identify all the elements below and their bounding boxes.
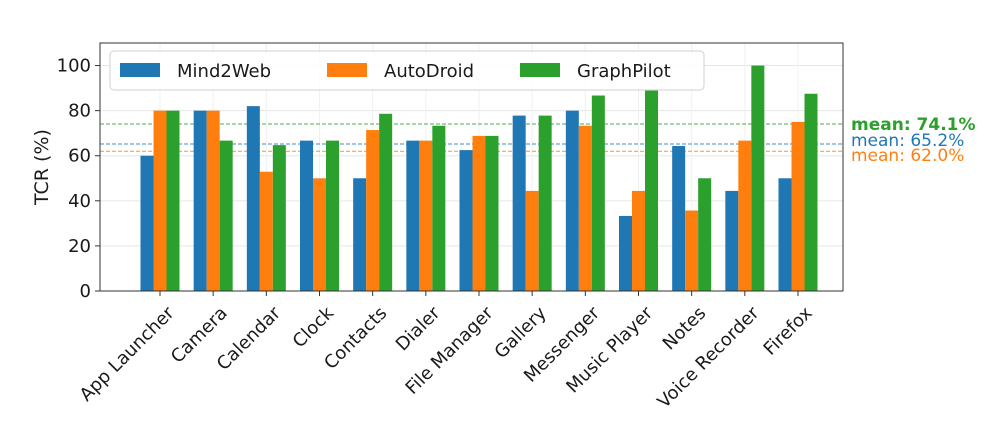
bar-graphpilot-dialer xyxy=(432,125,446,291)
bar-graphpilot-clock xyxy=(326,140,339,291)
bar-autodroid-app-launcher xyxy=(153,110,167,292)
legend-label-graphpilot: GraphPilot xyxy=(577,61,671,82)
bars-layer xyxy=(140,65,818,292)
legend-label-mind2web: Mind2Web xyxy=(177,61,271,82)
x-tick-label-notes: Notes xyxy=(659,303,711,355)
bar-mind2web-voice-recorder xyxy=(725,190,739,291)
bar-autodroid-firefox xyxy=(791,121,805,291)
bar-mind2web-firefox xyxy=(778,178,792,291)
x-tick-label-app-launcher: App Launcher xyxy=(76,302,179,405)
y-axis-label: TCR (%) xyxy=(31,129,53,206)
y-tick-label-60: 60 xyxy=(68,146,91,167)
legend-label-autodroid: AutoDroid xyxy=(384,61,474,82)
bar-graphpilot-contacts xyxy=(379,113,393,291)
bar-autodroid-calendar xyxy=(259,171,273,291)
legend-box xyxy=(109,50,705,91)
bar-autodroid-voice-recorder xyxy=(738,140,752,291)
bar-autodroid-messenger xyxy=(578,125,592,291)
bar-graphpilot-app-launcher xyxy=(166,110,180,292)
bar-graphpilot-calendar xyxy=(272,145,286,291)
y-tick-label-80: 80 xyxy=(68,101,91,122)
bar-mind2web-music-player xyxy=(619,215,632,291)
bar-mind2web-app-launcher xyxy=(140,155,154,291)
mean-label-mind2web: mean: 65.2% xyxy=(851,131,964,151)
bar-mind2web-notes xyxy=(672,146,686,291)
bar-autodroid-file-manager xyxy=(472,135,486,291)
bar-mind2web-file-manager xyxy=(459,150,473,291)
mean-labels-layer: mean: 74.1%mean: 65.2%mean: 62.0% xyxy=(851,115,976,166)
bar-graphpilot-gallery xyxy=(538,115,552,291)
x-tick-label-firefox: Firefox xyxy=(760,302,817,359)
bar-mind2web-camera xyxy=(193,110,207,292)
y-ticks-layer: 0 20 40 60 80 100 xyxy=(57,56,100,302)
bar-mind2web-clock xyxy=(300,140,313,291)
mean-label-graphpilot: mean: 74.1% xyxy=(851,115,976,135)
plot-frame xyxy=(99,42,844,292)
bar-mind2web-gallery xyxy=(512,115,526,291)
bar-graphpilot-camera xyxy=(219,140,233,291)
bar-mind2web-contacts xyxy=(353,178,367,291)
bar-autodroid-gallery xyxy=(525,190,539,291)
bar-autodroid-dialer xyxy=(419,140,433,291)
x-tick-label-clock: Clock xyxy=(289,302,339,352)
y-tick-label-20: 20 xyxy=(68,236,91,257)
bar-graphpilot-file-manager xyxy=(485,135,499,291)
legend-swatch-graphpilot xyxy=(520,63,560,77)
bar-autodroid-camera xyxy=(206,110,220,292)
bar-autodroid-music-player xyxy=(632,190,645,291)
bar-graphpilot-voice-recorder xyxy=(751,65,765,291)
y-tick-label-40: 40 xyxy=(68,191,91,212)
legend: Mind2Web AutoDroid GraphPilot xyxy=(109,50,705,91)
y-tick-label-0: 0 xyxy=(80,281,91,302)
bar-mind2web-dialer xyxy=(406,140,420,291)
bar-graphpilot-music-player xyxy=(645,90,658,291)
bar-autodroid-contacts xyxy=(366,130,380,291)
mean-label-autodroid: mean: 62.0% xyxy=(851,146,964,166)
y-tick-label-100: 100 xyxy=(57,56,91,77)
bar-autodroid-notes xyxy=(685,210,699,291)
bar-graphpilot-messenger xyxy=(591,95,605,291)
legend-swatch-autodroid xyxy=(327,63,367,77)
bar-mind2web-calendar xyxy=(246,106,260,291)
bar-graphpilot-firefox xyxy=(804,93,818,292)
legend-swatch-mind2web xyxy=(120,63,160,77)
bar-autodroid-clock xyxy=(313,178,326,291)
bar-graphpilot-notes xyxy=(698,178,712,291)
bar-mind2web-messenger xyxy=(565,110,579,292)
